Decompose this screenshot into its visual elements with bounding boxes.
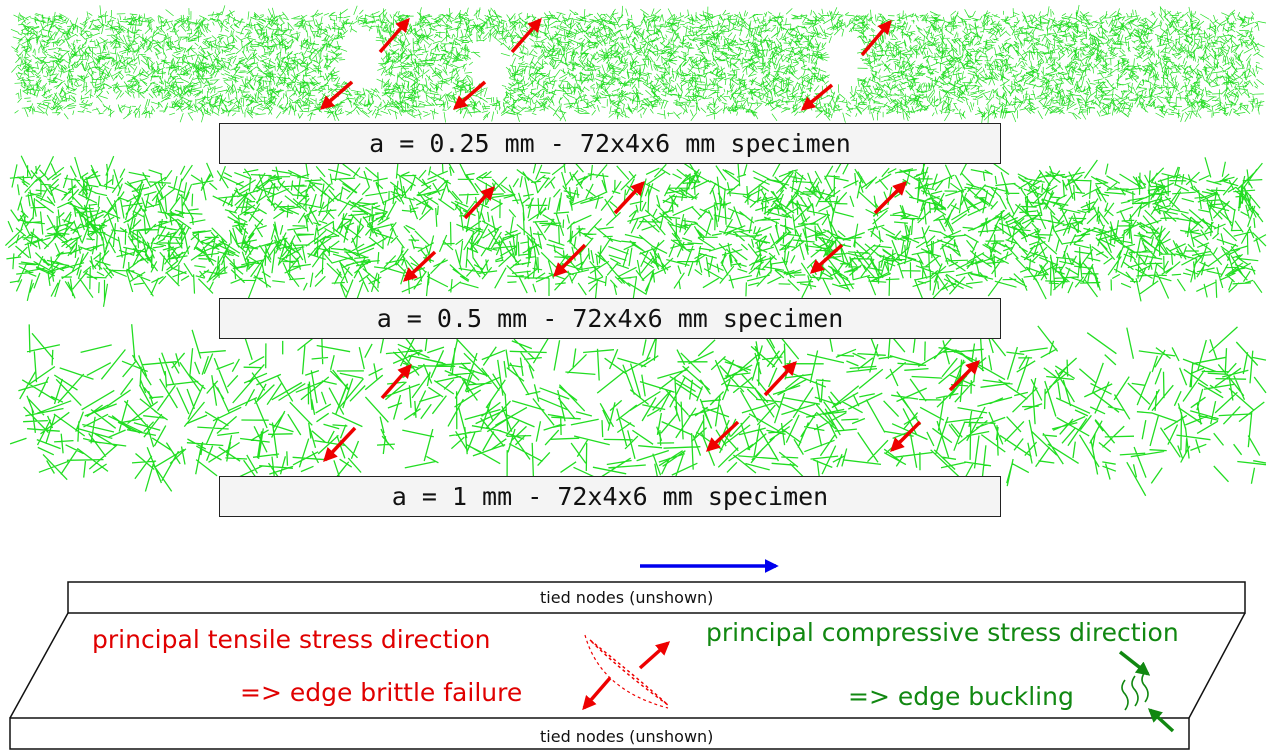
crack-arrow [378,17,410,54]
compressive-arrow-top [1118,650,1151,676]
crack-arrow [873,181,907,215]
lattice-panel-coarse [9,314,1267,497]
top-tied-plate [67,581,1246,614]
crack-arrow [860,19,892,57]
compressive-stress-label: principal compressive stress direction [706,618,1179,647]
edge-buckling-label: => edge buckling [848,682,1074,711]
bottom-tied-plate [9,717,1190,750]
crack-arrow [402,250,437,282]
lattice-struts [10,4,1267,124]
crack-arrow [890,420,922,452]
crack-arrow [800,83,834,111]
lattice-struts [9,314,1267,497]
specimen-right-edge [1188,612,1246,719]
lattice-panel-medium [4,152,1267,307]
crack-arrow [613,180,645,215]
crack-arrows-panel-1 [319,17,892,111]
brittle-failure-label: => edge brittle failure [240,678,523,707]
crack-arrow [380,363,412,400]
crack-arrow [948,360,980,392]
crack-arrows-panel-2 [402,180,907,282]
tensile-arrow-up [638,641,671,670]
caption-panel-2: a = 0.5 mm - 72x4x6 mm specimen [219,298,1001,339]
lattice-struts [4,152,1267,307]
tied-nodes-bottom-label: tied nodes (unshown) [540,727,714,746]
specimen-left-edge [9,612,69,719]
caption-panel-3: a = 1 mm - 72x4x6 mm specimen [219,476,1001,517]
tensile-arrow-down [582,676,612,711]
crack-arrow [323,426,357,463]
crack-arrow [705,420,740,452]
crack-arrow [763,360,797,397]
caption-panel-1: a = 0.25 mm - 72x4x6 mm specimen [219,123,1001,164]
crack-ellipse [589,639,669,706]
tied-nodes-top-label: tied nodes (unshown) [540,588,714,607]
lattice-panel-fine [10,4,1267,124]
crack-arrow [463,185,495,220]
crack-arrow [809,243,844,274]
crack-arrow [510,17,542,54]
crack-arrow [452,80,487,110]
crack-arrow [319,80,354,110]
crack-ellipse-inner [584,634,669,709]
crack-arrows-panel-3 [323,360,980,463]
tensile-stress-label: principal tensile stress direction [92,625,491,654]
shear-schematic [9,559,1246,750]
crack-arrow [553,243,587,277]
buckling-squiggle-icon [1121,671,1149,711]
compressive-arrow-bottom [1147,708,1175,733]
